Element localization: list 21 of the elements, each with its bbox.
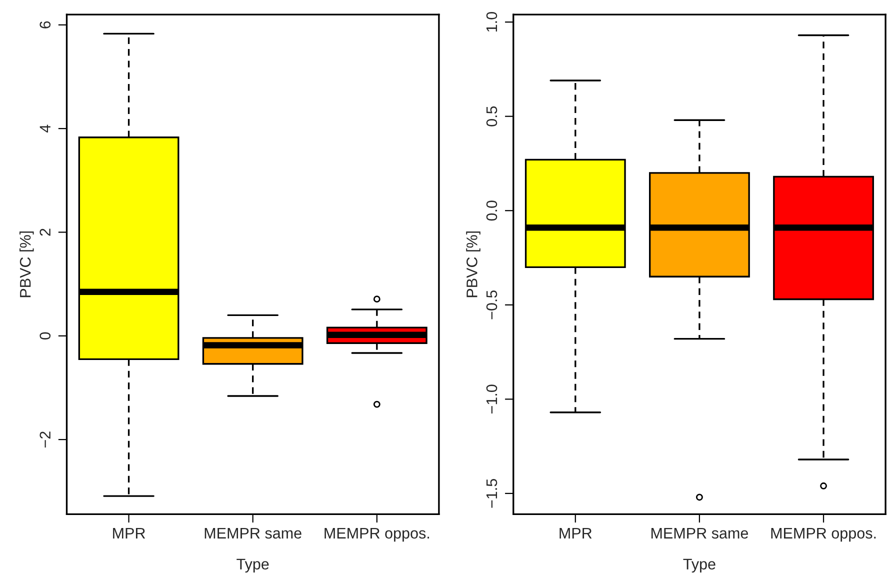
y-tick-label: 6	[40, 21, 51, 28]
x-tick-label: MEMPR oppos.	[771, 528, 876, 542]
y-tick-label: −1.5	[486, 479, 498, 508]
y-tick-label: 2	[40, 228, 50, 236]
y-tick-label: 0	[40, 332, 51, 340]
y-axis-title: PBVC [%]	[466, 231, 480, 298]
x-axis-title: Type	[236, 558, 269, 573]
y-tick-label: −0.5	[486, 290, 498, 320]
y-tick-label: 1.0	[486, 12, 498, 32]
y-tick-label: 0.0	[486, 200, 498, 221]
x-axis-title: Type	[683, 558, 716, 573]
x-tick-label: MPR	[560, 528, 592, 538]
y-tick-label: 0.5	[486, 106, 498, 126]
x-tick-label: MEMPR same	[651, 528, 748, 539]
y-tick-label: −2	[40, 432, 50, 448]
x-tick-label: MPR	[113, 528, 146, 538]
x-tick-label: MEMPR same	[204, 528, 302, 539]
y-tick-label: −1.0	[486, 384, 498, 414]
y-tick-label: 4	[40, 124, 50, 132]
x-tick-label: MEMPR oppos.	[324, 528, 429, 542]
y-axis-title: PBVC [%]	[20, 231, 34, 298]
